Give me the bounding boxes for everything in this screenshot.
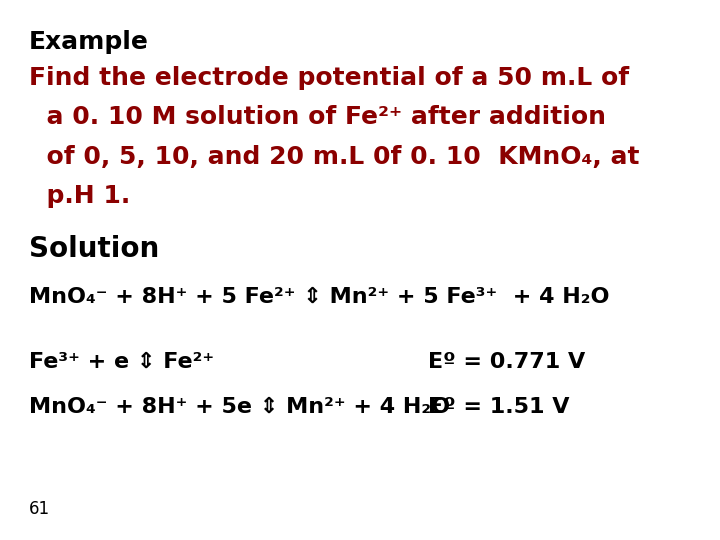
Text: Eº = 0.771 V: Eº = 0.771 V	[428, 352, 585, 372]
Text: Solution: Solution	[29, 235, 159, 263]
Text: Example: Example	[29, 30, 148, 53]
Text: MnO₄⁻ + 8H⁺ + 5 Fe²⁺ ⇕ Mn²⁺ + 5 Fe³⁺  + 4 H₂O: MnO₄⁻ + 8H⁺ + 5 Fe²⁺ ⇕ Mn²⁺ + 5 Fe³⁺ + 4…	[29, 287, 609, 307]
Text: Find the electrode potential of a 50 m.L of: Find the electrode potential of a 50 m.L…	[29, 66, 629, 90]
Text: Fe³⁺ + e ⇕ Fe²⁺: Fe³⁺ + e ⇕ Fe²⁺	[29, 352, 214, 372]
Text: a 0. 10 M solution of Fe²⁺ after addition: a 0. 10 M solution of Fe²⁺ after additio…	[29, 105, 606, 129]
Text: p.H 1.: p.H 1.	[29, 184, 130, 208]
Text: of 0, 5, 10, and 20 m.L 0f 0. 10  KMnO₄, at: of 0, 5, 10, and 20 m.L 0f 0. 10 KMnO₄, …	[29, 145, 639, 168]
Text: 61: 61	[29, 501, 50, 518]
Text: Eº = 1.51 V: Eº = 1.51 V	[428, 397, 570, 417]
Text: MnO₄⁻ + 8H⁺ + 5e ⇕ Mn²⁺ + 4 H₂O: MnO₄⁻ + 8H⁺ + 5e ⇕ Mn²⁺ + 4 H₂O	[29, 397, 450, 417]
